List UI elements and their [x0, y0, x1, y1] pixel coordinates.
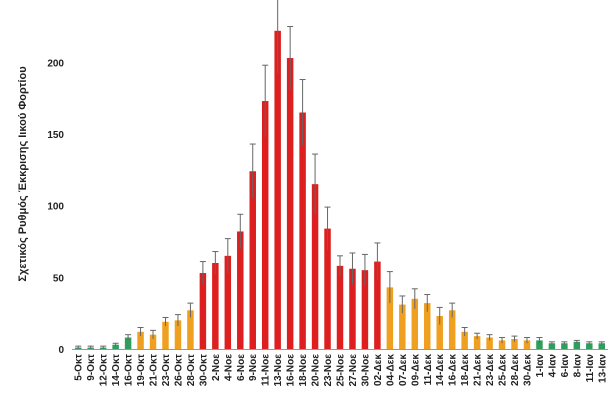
x-tick-label: 28-Οκτ	[186, 353, 197, 386]
y-tick-label: 0	[58, 345, 64, 356]
x-tick-label: 09-Δεκ	[410, 354, 421, 386]
x-tick-label: 21-Δεκ	[473, 354, 484, 386]
bar	[224, 255, 232, 349]
bar	[399, 304, 406, 349]
x-tick-label: 16-Οκτ	[124, 353, 135, 386]
x-tick-label: 14-Οκτ	[111, 353, 122, 386]
bar	[424, 303, 431, 349]
x-tick-label: 25-Δεκ	[498, 354, 509, 386]
x-tick-label: 23-Δεκ	[485, 354, 496, 386]
y-axis-ticks: 0 50 100 150 200	[47, 58, 64, 356]
x-tick-label: 16-Δεκ	[448, 354, 459, 386]
x-tick-label: 5-Οκτ	[74, 353, 85, 380]
bar	[498, 340, 506, 349]
x-tick-label: 30-Νοε	[360, 354, 371, 387]
x-tick-label: 13-Νοε	[273, 354, 284, 387]
bar	[162, 321, 169, 349]
bar	[523, 340, 531, 349]
y-tick-label: 150	[47, 130, 64, 141]
bar	[261, 101, 269, 350]
x-tick-label: 21-Οκτ	[149, 353, 160, 386]
bar	[299, 112, 306, 349]
x-tick-label: 9-Οκτ	[86, 353, 97, 380]
x-tick-label: 14-Δεκ	[435, 354, 446, 386]
x-tick-label: 6-Ιαν	[560, 354, 571, 378]
x-tick-label: 11-Δεκ	[423, 354, 434, 386]
x-tick-label: 16-Νοε	[286, 354, 297, 387]
bar	[361, 270, 369, 349]
bar	[112, 344, 119, 349]
x-tick-label: 02-Δεκ	[373, 354, 384, 386]
x-tick-label: 18-Νοε	[298, 354, 309, 387]
bar	[286, 58, 294, 350]
x-tick-label: 13-Ιαν	[597, 354, 608, 383]
x-tick-label: 04-Δεκ	[385, 354, 396, 386]
bar	[237, 231, 244, 349]
bar	[548, 343, 556, 349]
bar	[249, 171, 256, 349]
x-tick-label: 11-Νοε	[261, 354, 272, 386]
x-axis-ticks: 5-Οκτ 9-Οκτ 12-Οκτ 14-Οκτ 16-Οκτ 19-Οκτ 21-Οκτ…	[74, 353, 609, 386]
bar	[386, 287, 394, 349]
bar	[349, 268, 356, 349]
x-tick-label: 30-Δεκ	[522, 354, 533, 386]
bar	[174, 320, 182, 349]
x-tick-label: 4-Ιαν	[547, 354, 558, 378]
bar	[199, 273, 207, 349]
x-tick-label: 07-Δεκ	[398, 354, 409, 386]
y-tick-label: 100	[47, 202, 64, 213]
bar	[274, 30, 281, 350]
x-tick-label: 11-Ιαν	[585, 354, 596, 383]
y-tick-label: 200	[47, 58, 64, 69]
bar	[411, 298, 419, 349]
bar	[374, 261, 381, 349]
bar	[598, 343, 606, 349]
bar	[311, 184, 319, 349]
x-tick-label: 6-Νοε	[236, 354, 247, 381]
x-tick-label: 19-Οκτ	[136, 353, 147, 386]
bar	[536, 340, 543, 349]
x-tick-label: 23-Νοε	[323, 354, 334, 387]
bar	[336, 265, 344, 349]
x-tick-label: 4-Νοε	[223, 354, 234, 381]
bar	[324, 228, 331, 349]
bar	[561, 343, 568, 349]
bar	[473, 336, 481, 349]
x-tick-label: 28-Δεκ	[510, 354, 521, 386]
y-tick-label: 50	[53, 273, 65, 284]
x-tick-label: 26-Οκτ	[173, 353, 184, 386]
bar	[586, 343, 593, 349]
bar	[187, 310, 194, 349]
x-tick-label: 9-Νοε	[248, 354, 259, 381]
bar	[212, 263, 219, 349]
bars	[74, 30, 606, 350]
bar	[486, 337, 493, 349]
bar	[124, 337, 132, 349]
bar	[461, 331, 468, 349]
x-tick-label: 23-Οκτ	[161, 353, 172, 386]
bar	[573, 341, 581, 349]
bar	[137, 331, 144, 349]
x-tick-label: 1-Ιαν	[535, 354, 546, 378]
bar	[511, 338, 518, 349]
bar	[149, 334, 157, 349]
x-tick-label: 8-Ιαν	[572, 354, 583, 378]
y-axis-label: Σχετικός Ρυθμός Έκκρισης Ιικού Φορτίου	[17, 66, 29, 281]
error-bars	[75, 0, 605, 349]
x-tick-label: 20-Νοε	[311, 354, 322, 387]
bar	[436, 316, 443, 349]
bar	[448, 310, 456, 349]
x-tick-label: 2-Νοε	[211, 354, 222, 381]
x-tick-label: 27-Νοε	[348, 354, 359, 387]
x-tick-label: 25-Νοε	[336, 354, 347, 387]
x-tick-label: 12-Οκτ	[99, 353, 110, 386]
x-tick-label: 30-Οκτ	[198, 353, 209, 386]
x-tick-label: 18-Δεκ	[460, 354, 471, 386]
